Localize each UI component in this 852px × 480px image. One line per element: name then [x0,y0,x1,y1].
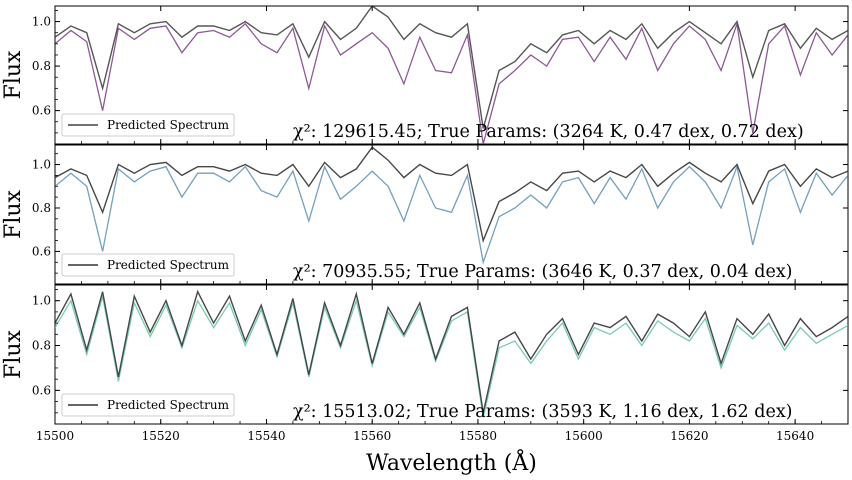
true-spectrum-line [55,22,848,144]
legend-label: Predicted Spectrum [107,258,230,272]
y-tick-label: 0.6 [32,244,51,258]
panel-2-y-ticks: 0.6 0.8 1.0 [32,153,848,285]
y-tick-label: 0.8 [32,339,51,353]
legend-box [61,393,235,417]
y-tick-label: 1.0 [32,158,51,172]
panel-3-legend: Predicted Spectrum [61,393,235,417]
x-axis-label: Wavelength (Å) [366,448,537,476]
legend-box [61,253,235,277]
panel-1-legend: Predicted Spectrum [61,113,235,137]
panel-1-x-ticks [54,6,849,144]
x-tick-label: 15540 [247,429,285,443]
spectrum-panel-2: 0.6 0.8 1.0 Flux χ²: 70935.55; True Params… [1,144,849,285]
panel-1-annotation: χ²: 129615.45; True Params: (3264 K, 0.4… [293,122,804,142]
true-spectrum-line [55,296,848,418]
x-tick-label: 15640 [776,429,814,443]
y-tick-label: 1.0 [32,294,51,308]
y-tick-label: 0.8 [32,201,51,215]
panel-2-legend: Predicted Spectrum [61,253,235,277]
x-tick-label: 15600 [565,429,603,443]
panel-2-annotation: χ²: 70935.55; True Params: (3646 K, 0.37… [293,262,793,282]
predicted-spectrum-line [55,6,848,129]
y-tick-label: 1.0 [32,15,51,29]
legend-label: Predicted Spectrum [107,118,230,132]
x-tick-label: 15620 [670,429,708,443]
legend-box [61,113,235,137]
panel-1-y-axis-label: Flux [1,50,26,99]
x-tick-label: 15580 [459,429,497,443]
x-tick-label: 15500 [36,429,74,443]
panel-3-y-axis-label: Flux [1,329,26,378]
y-tick-label: 0.6 [32,383,51,397]
panel-2-y-axis-label: Flux [1,189,26,238]
predicted-spectrum-line [55,146,848,243]
panel-3-annotation: χ²: 15513.02; True Params: (3593 K, 1.16… [293,402,793,422]
spectrum-panel-1: 0.6 0.8 1.0 Flux χ²: 129615.45; True Param… [1,5,849,145]
panel-3-x-ticks: 15500 15520 15540 15560 15580 15600 15620 15640 [36,285,849,443]
y-tick-label: 0.6 [32,104,51,118]
spectrum-panel-3: 0.6 0.8 1.0 15500 15520 15540 15560 15580 15600… [1,284,849,443]
x-tick-label: 15520 [142,429,180,443]
predicted-spectrum-line [55,289,848,413]
panel-2-x-ticks [54,145,849,284]
y-tick-label: 0.8 [32,59,51,73]
panel-1-y-ticks: 0.6 0.8 1.0 [32,10,848,145]
legend-label: Predicted Spectrum [107,398,230,412]
x-tick-label: 15560 [353,429,391,443]
panel-3-y-ticks: 0.6 0.8 1.0 [32,289,848,425]
true-spectrum-line [55,164,848,265]
